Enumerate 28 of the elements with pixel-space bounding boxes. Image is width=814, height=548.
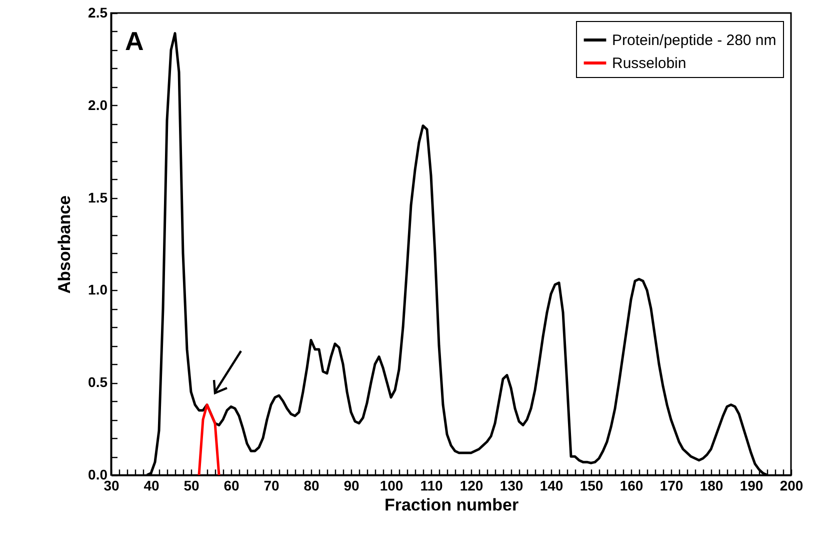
x-tick-label: 80 xyxy=(304,478,320,494)
y-tick-label: 2.5 xyxy=(88,4,108,20)
x-tick-label: 40 xyxy=(144,478,160,494)
x-tick-label: 180 xyxy=(700,478,724,494)
y-tick-label: 2.0 xyxy=(88,96,108,113)
x-tick-label: 160 xyxy=(620,478,644,494)
x-tick-label: 70 xyxy=(264,478,280,494)
x-tick-label: 90 xyxy=(344,478,360,494)
x-tick-label: 50 xyxy=(184,478,200,494)
x-tick-label: 170 xyxy=(660,478,684,494)
x-tick-label: 60 xyxy=(224,478,240,494)
x-tick-label: 100 xyxy=(380,478,404,494)
x-tick-label: 130 xyxy=(500,478,524,494)
x-tick-label: 150 xyxy=(580,478,604,494)
y-tick-label: 0.5 xyxy=(88,374,108,390)
legend-label: Russelobin xyxy=(612,55,686,72)
y-axis-title: Absorbance xyxy=(55,195,74,294)
y-tick-label: 1.0 xyxy=(88,282,108,298)
line-series xyxy=(198,404,220,475)
x-tick-label: 190 xyxy=(740,478,764,494)
legend-label: Protein/peptide - 280 nm xyxy=(612,32,776,49)
x-tick-label: 140 xyxy=(540,478,564,494)
x-tick-label: 200 xyxy=(780,478,804,494)
annotation: A xyxy=(125,26,144,56)
x-axis-title: Fraction number xyxy=(384,496,519,514)
x-tick-label: 120 xyxy=(460,478,484,494)
x-tick-label: 110 xyxy=(420,478,444,494)
y-tick-label: 1.5 xyxy=(88,189,108,206)
